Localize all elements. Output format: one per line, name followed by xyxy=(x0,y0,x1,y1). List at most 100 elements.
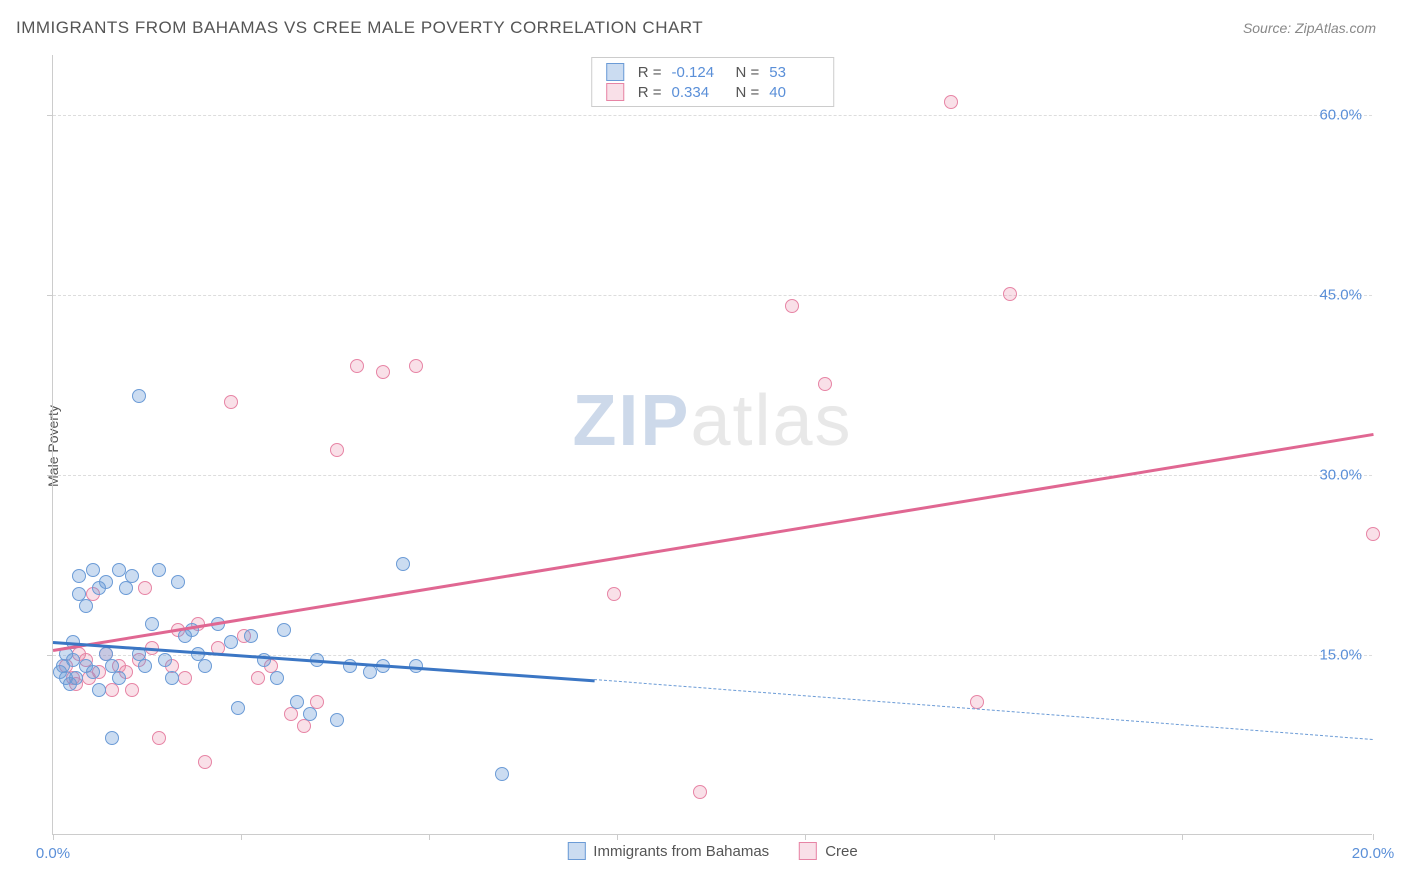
data-point-bahamas xyxy=(290,695,304,709)
x-tick xyxy=(1182,834,1183,840)
data-point-cree xyxy=(785,299,799,313)
data-point-cree xyxy=(607,587,621,601)
gridline-h xyxy=(53,295,1372,296)
data-point-bahamas xyxy=(72,569,86,583)
data-point-bahamas xyxy=(152,563,166,577)
x-tick xyxy=(241,834,242,840)
data-point-cree xyxy=(693,785,707,799)
data-point-bahamas xyxy=(86,563,100,577)
x-tick xyxy=(1373,834,1374,840)
legend-row-blue: R = -0.124 N = 53 xyxy=(606,62,820,82)
y-tick xyxy=(47,115,53,116)
data-point-bahamas xyxy=(69,671,83,685)
data-point-bahamas xyxy=(158,653,172,667)
legend-item-bahamas: Immigrants from Bahamas xyxy=(567,842,769,860)
legend-swatch-pink-icon xyxy=(799,842,817,860)
x-tick xyxy=(429,834,430,840)
x-tick xyxy=(617,834,618,840)
trend-line-dashed xyxy=(594,679,1373,740)
data-point-cree xyxy=(1003,287,1017,301)
data-point-bahamas xyxy=(396,557,410,571)
data-point-cree xyxy=(198,755,212,769)
data-point-bahamas xyxy=(270,671,284,685)
data-point-cree xyxy=(224,395,238,409)
y-tick xyxy=(47,295,53,296)
y-tick-label: 45.0% xyxy=(1319,287,1362,304)
legend-label-bahamas: Immigrants from Bahamas xyxy=(593,843,769,860)
y-tick-label: 15.0% xyxy=(1319,647,1362,664)
y-tick xyxy=(47,475,53,476)
n-value-pink: 40 xyxy=(769,84,819,101)
data-point-bahamas xyxy=(138,659,152,673)
data-point-bahamas xyxy=(303,707,317,721)
legend-swatch-pink xyxy=(606,83,624,101)
data-point-bahamas xyxy=(244,629,258,643)
legend-swatch-blue-icon xyxy=(567,842,585,860)
plot-area: ZIPatlas R = -0.124 N = 53 R = 0.334 N =… xyxy=(52,55,1372,835)
x-tick-label: 20.0% xyxy=(1352,845,1395,862)
data-point-bahamas xyxy=(79,599,93,613)
r-label: R = xyxy=(638,64,662,81)
x-tick xyxy=(805,834,806,840)
data-point-bahamas xyxy=(125,569,139,583)
chart-title: IMMIGRANTS FROM BAHAMAS VS CREE MALE POV… xyxy=(16,18,703,38)
data-point-bahamas xyxy=(198,659,212,673)
x-tick xyxy=(53,834,54,840)
legend-swatch-blue xyxy=(606,63,624,81)
data-point-bahamas xyxy=(112,563,126,577)
watermark-zip: ZIP xyxy=(572,381,690,461)
data-point-bahamas xyxy=(145,617,159,631)
data-point-cree xyxy=(1366,527,1380,541)
data-point-cree xyxy=(138,581,152,595)
data-point-cree xyxy=(944,95,958,109)
legend-label-cree: Cree xyxy=(825,843,858,860)
data-point-cree xyxy=(330,443,344,457)
data-point-cree xyxy=(297,719,311,733)
data-point-bahamas xyxy=(105,731,119,745)
x-tick xyxy=(994,834,995,840)
watermark: ZIPatlas xyxy=(572,380,852,462)
data-point-cree xyxy=(376,365,390,379)
data-point-cree xyxy=(409,359,423,373)
data-point-cree xyxy=(152,731,166,745)
data-point-bahamas xyxy=(171,575,185,589)
r-value-blue: -0.124 xyxy=(672,64,722,81)
data-point-cree xyxy=(970,695,984,709)
y-tick xyxy=(47,655,53,656)
data-point-bahamas xyxy=(165,671,179,685)
data-point-cree xyxy=(818,377,832,391)
data-point-bahamas xyxy=(330,713,344,727)
data-point-cree xyxy=(105,683,119,697)
data-point-bahamas xyxy=(112,671,126,685)
r-label: R = xyxy=(638,84,662,101)
data-point-cree xyxy=(350,359,364,373)
data-point-bahamas xyxy=(231,701,245,715)
r-value-pink: 0.334 xyxy=(672,84,722,101)
data-point-bahamas xyxy=(86,665,100,679)
legend-item-cree: Cree xyxy=(799,842,858,860)
data-point-cree xyxy=(125,683,139,697)
data-point-bahamas xyxy=(495,767,509,781)
data-point-bahamas xyxy=(119,581,133,595)
legend-correlation: R = -0.124 N = 53 R = 0.334 N = 40 xyxy=(591,57,835,107)
data-point-bahamas xyxy=(132,389,146,403)
n-value-blue: 53 xyxy=(769,64,819,81)
y-tick-label: 60.0% xyxy=(1319,107,1362,124)
y-tick-label: 30.0% xyxy=(1319,467,1362,484)
gridline-h xyxy=(53,115,1372,116)
legend-series: Immigrants from Bahamas Cree xyxy=(567,842,857,860)
x-tick-label: 0.0% xyxy=(36,845,70,862)
data-point-cree xyxy=(284,707,298,721)
data-point-bahamas xyxy=(363,665,377,679)
data-point-cree xyxy=(178,671,192,685)
data-point-bahamas xyxy=(224,635,238,649)
watermark-atlas: atlas xyxy=(690,381,852,461)
legend-row-pink: R = 0.334 N = 40 xyxy=(606,82,820,102)
gridline-h xyxy=(53,475,1372,476)
data-point-cree xyxy=(251,671,265,685)
n-label: N = xyxy=(736,64,760,81)
data-point-bahamas xyxy=(66,653,80,667)
trend-line xyxy=(53,433,1373,651)
n-label: N = xyxy=(736,84,760,101)
data-point-bahamas xyxy=(92,683,106,697)
